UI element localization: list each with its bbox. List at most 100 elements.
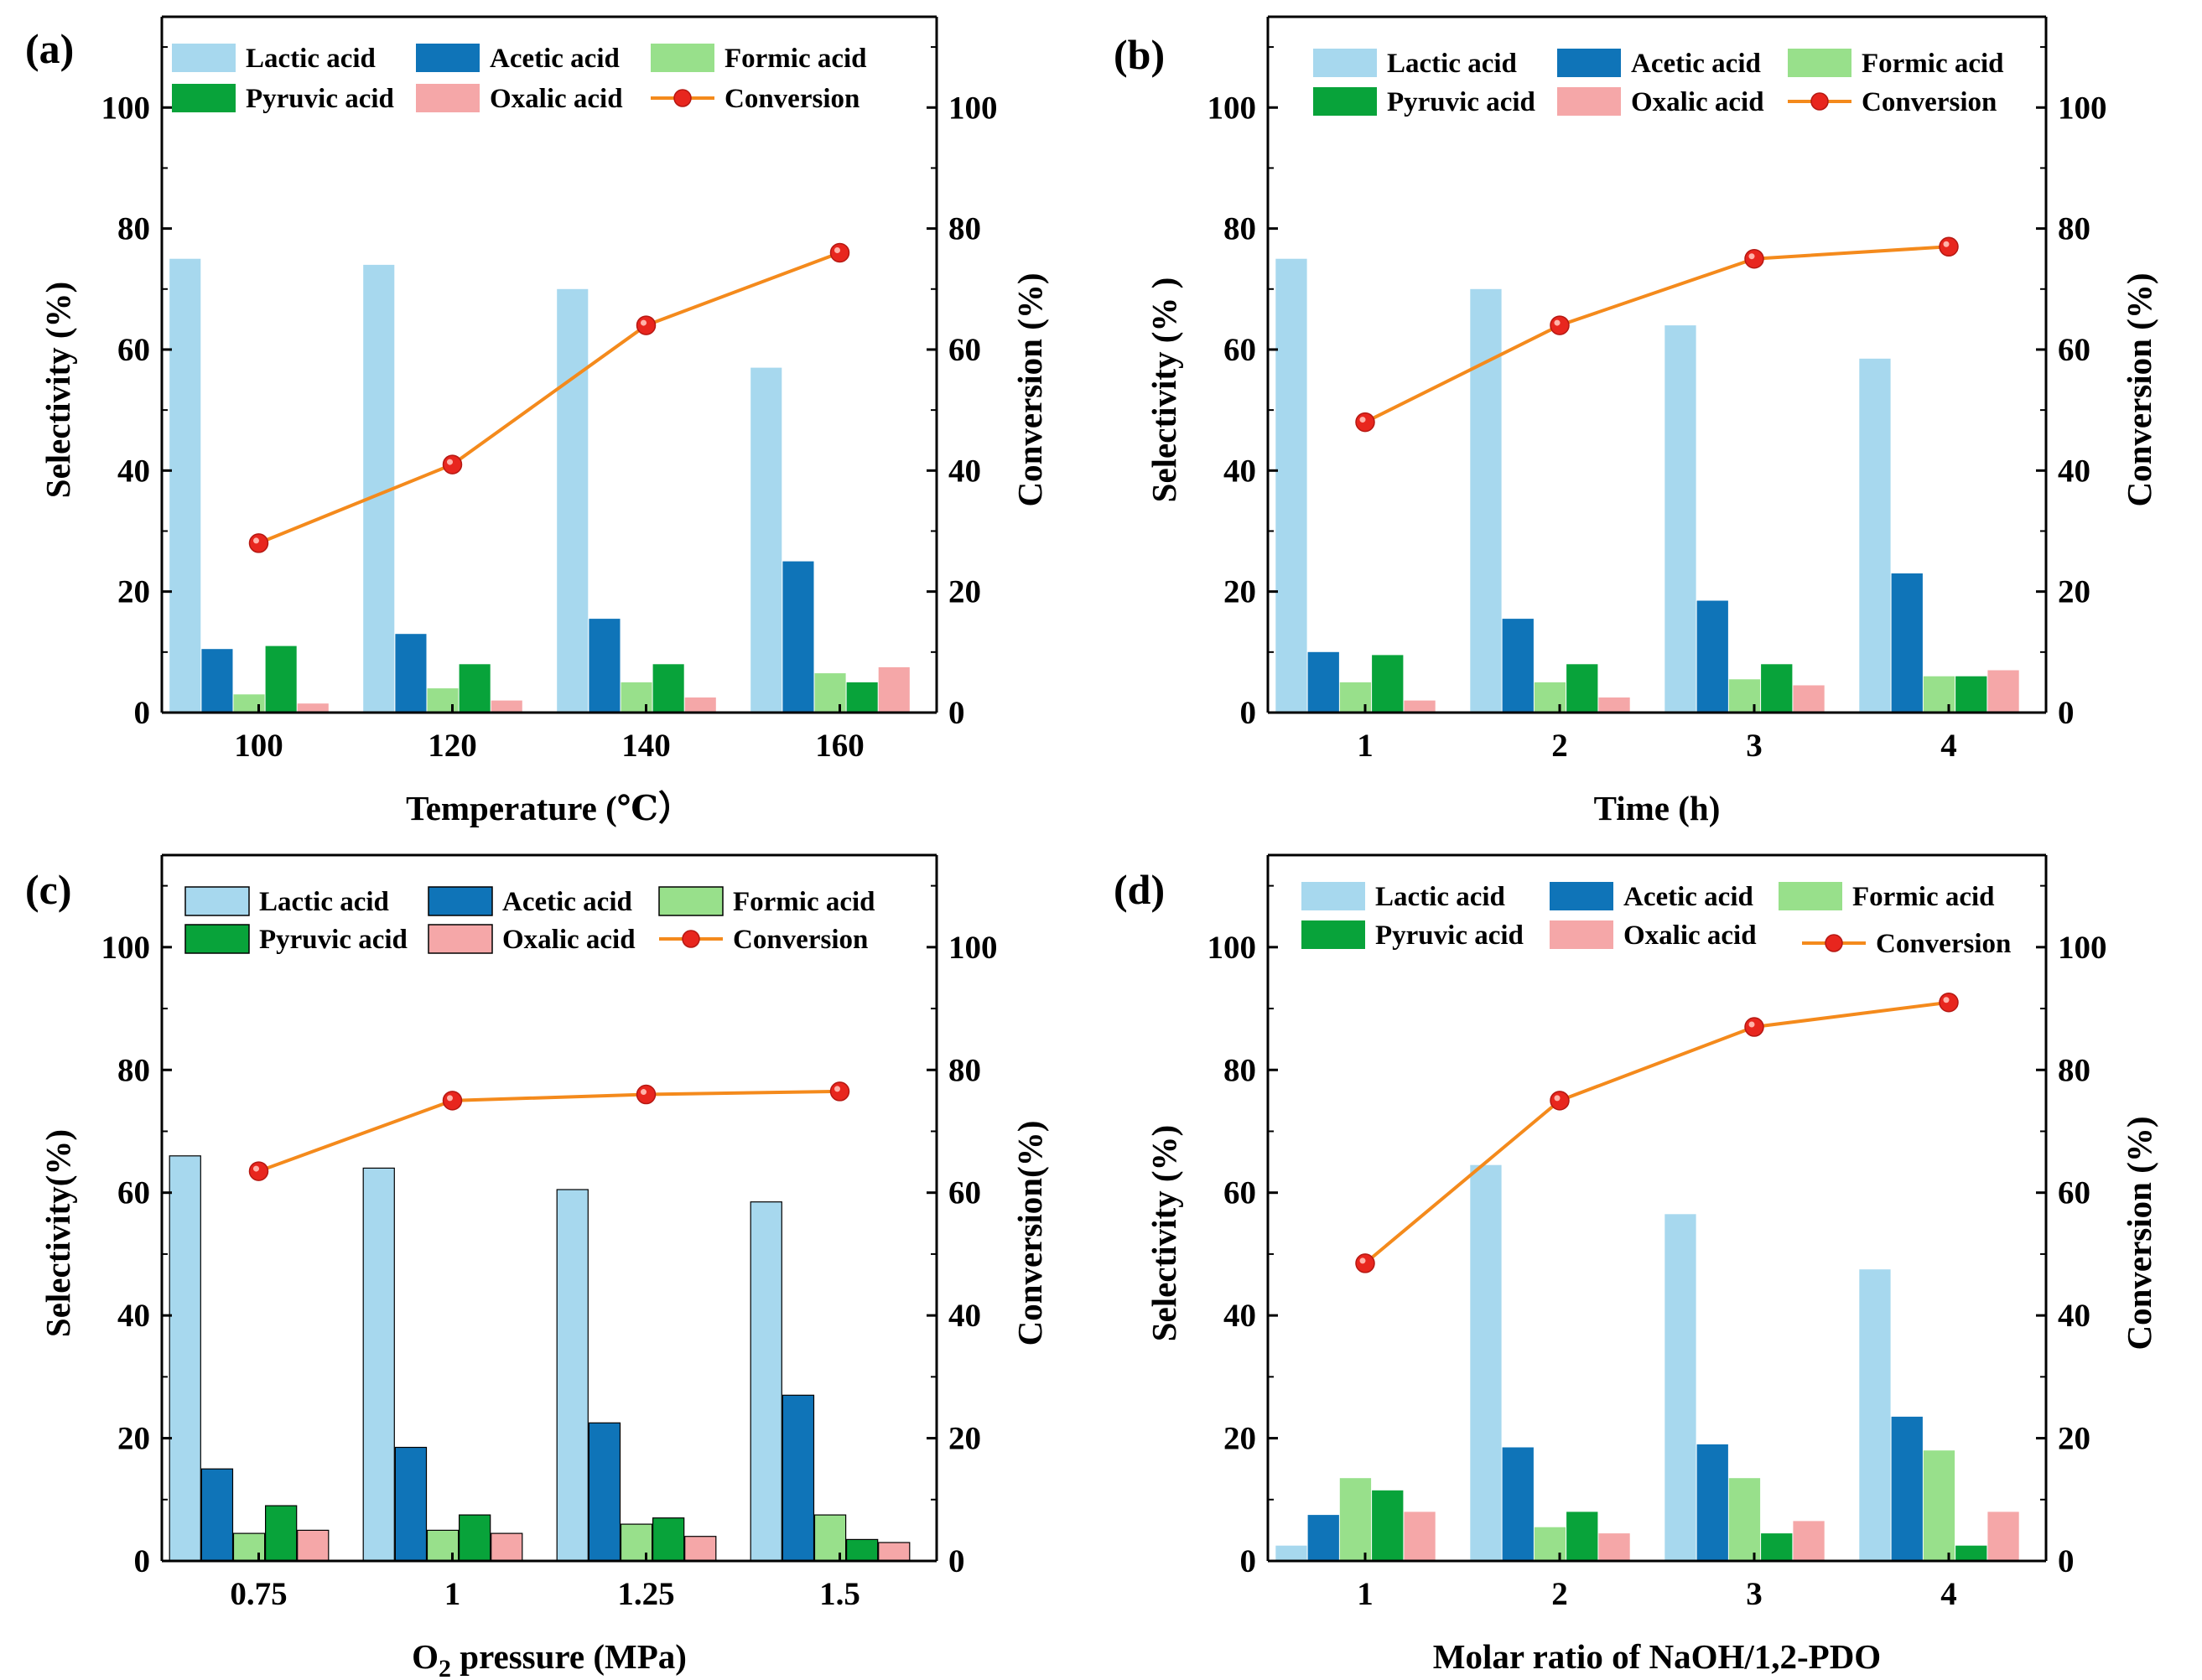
legend-swatch-acetic <box>1557 49 1621 77</box>
chart-panel-a: (a) 0 0 20 20 40 40 60 60 80 80 100 100 100 120 140 160 T… <box>25 15 1049 827</box>
y-axis-title: Selectivity (% ) <box>1145 277 1183 503</box>
x-tick-label: 160 <box>815 728 865 764</box>
legend-label-acetic: Acetic acid <box>490 44 620 74</box>
legend: Lactic acid Acetic acid Formic acid Pyruvic… <box>1313 49 2004 117</box>
conversion-line <box>257 1089 840 1173</box>
bar-pyruvic <box>458 1514 491 1562</box>
legend-swatch-lactic <box>172 44 236 72</box>
y2-tick-label: 0 <box>948 1543 965 1579</box>
legend-swatch-pyruvic <box>172 84 236 112</box>
bar-oxalic <box>1404 1511 1436 1561</box>
bar-acetic <box>1502 1447 1534 1561</box>
bar-formic <box>427 688 459 713</box>
y2-tick-label: 40 <box>2058 1298 2090 1334</box>
conversion-marker-highlight <box>1943 241 1950 247</box>
bar-pyruvic <box>845 1538 879 1562</box>
y-tick-label: 80 <box>1223 1052 1256 1088</box>
conversion-marker <box>248 533 269 553</box>
y-tick-label: 80 <box>117 211 150 247</box>
bar-pyruvic <box>1372 655 1404 713</box>
bar-acetic <box>1502 619 1534 713</box>
bar-acetic <box>395 634 427 713</box>
bar-lactic <box>1859 358 1891 713</box>
bar-acetic <box>588 1422 621 1562</box>
x-tick-label: 1 <box>444 1576 461 1612</box>
y-tick-label: 0 <box>134 695 151 731</box>
legend: Lactic acid Acetic acid Formic acid Pyruvic… <box>184 886 875 955</box>
legend-label-acetic: Acetic acid <box>502 887 632 917</box>
bar-oxalic <box>1987 1511 2019 1561</box>
y-tick-label: 40 <box>117 1298 150 1334</box>
conversion-marker-highlight <box>253 537 259 544</box>
legend-swatch-conversion-marker <box>682 930 700 948</box>
x-tick-label: 1 <box>1357 728 1374 764</box>
x-tick-label: 0.75 <box>230 1576 287 1612</box>
conversion-marker-highlight <box>253 1165 259 1172</box>
y-tick-label: 20 <box>1223 1421 1256 1457</box>
conversion-marker <box>829 242 850 263</box>
bar-acetic <box>589 619 621 713</box>
bar-formic <box>1923 1450 1955 1561</box>
conversion-marker <box>1744 248 1764 269</box>
conversion-marker <box>1355 412 1375 433</box>
y-tick-label: 20 <box>117 574 150 610</box>
conversion-marker-highlight <box>447 1095 453 1102</box>
chart-panel-b: (b) 0 0 20 20 40 40 60 60 80 80 100 100 1 2 3 4 Time (h) S… <box>1114 15 2158 827</box>
bar-formic <box>1339 682 1372 713</box>
legend-swatch-acetic <box>428 886 493 916</box>
legend-swatch-formic <box>651 44 714 72</box>
legend-swatch-lactic <box>1301 882 1365 910</box>
legend-label-conversion: Conversion <box>1862 87 1997 117</box>
panel-label: (d) <box>1114 866 1165 913</box>
bar-lactic <box>1664 325 1696 713</box>
bar-formic <box>232 1532 266 1562</box>
legend-label-acetic: Acetic acid <box>1631 49 1761 79</box>
y2-tick-label: 20 <box>948 574 981 610</box>
bar-lactic <box>1470 1164 1502 1561</box>
bar-acetic <box>782 561 814 713</box>
conversion-marker <box>829 1081 850 1102</box>
conversion-marker-highlight <box>1554 319 1561 326</box>
y-tick-label: 0 <box>134 1543 151 1579</box>
legend-label-formic: Formic acid <box>724 44 867 74</box>
y-axis-title: Selectivity (%) <box>1145 1125 1183 1341</box>
y-tick-label: 60 <box>117 332 150 368</box>
legend-label-conversion: Conversion <box>733 925 868 955</box>
y2-tick-label: 80 <box>2058 211 2090 247</box>
legend-swatch-conversion-marker <box>1810 92 1829 111</box>
bar-formic <box>813 1514 847 1562</box>
conversion-marker <box>1355 1253 1375 1273</box>
legend: Lactic acid Acetic acid Formic acid Pyruvic… <box>172 44 867 114</box>
x-tick-label: 1.25 <box>617 1576 674 1612</box>
conversion-line <box>1364 245 1950 424</box>
x-tick-label: 120 <box>428 728 477 764</box>
x-tick-label: 140 <box>621 728 671 764</box>
conversion-marker-highlight <box>641 1089 647 1096</box>
panel-label: (c) <box>25 866 72 913</box>
y2-tick-label: 100 <box>2058 930 2107 966</box>
legend-label-oxalic: Oxalic acid <box>490 84 623 114</box>
bar-acetic <box>1696 1444 1728 1561</box>
bar-pyruvic <box>1566 1511 1598 1561</box>
bar-formic <box>426 1529 460 1562</box>
legend-label-pyruvic: Pyruvic acid <box>1387 87 1535 117</box>
x-tick-label: 1.5 <box>819 1576 860 1612</box>
y2-tick-label: 0 <box>2058 695 2075 731</box>
legend-label-pyruvic: Pyruvic acid <box>1375 920 1524 951</box>
bar-acetic <box>1891 1416 1923 1561</box>
legend-label-oxalic: Oxalic acid <box>1623 920 1757 951</box>
y2-tick-label: 100 <box>948 90 998 126</box>
bar-formic <box>233 694 265 713</box>
legend-label-formic: Formic acid <box>1852 882 1995 912</box>
conversion-line <box>1363 1000 1950 1265</box>
y-tick-label: 100 <box>1207 90 1257 126</box>
bar-formic <box>1728 679 1761 713</box>
legend-swatch-pyruvic <box>184 924 250 954</box>
x-tick-label: 3 <box>1746 1576 1763 1612</box>
bar-pyruvic <box>1955 1545 1987 1561</box>
legend-swatch-oxalic <box>428 924 493 954</box>
conversion-marker-highlight <box>447 459 453 465</box>
x-axis-title: Molar ratio of NaOH/1,2-PDO <box>1433 1637 1881 1676</box>
legend-label-acetic: Acetic acid <box>1623 882 1753 912</box>
